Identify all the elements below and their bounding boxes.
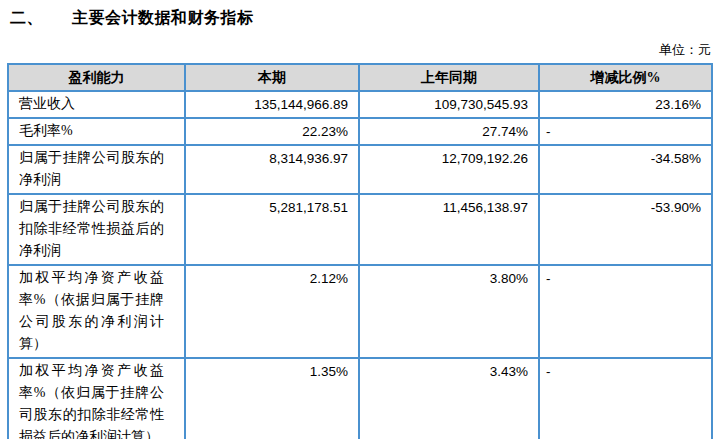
row-label: 加权平均净资产收益率%（依归属于挂牌公司股东的扣除非经常性损益后的净利润计算） <box>8 358 185 439</box>
table-row: 加权平均净资产收益率%（依归属于挂牌公司股东的扣除非经常性损益后的净利润计算） … <box>8 358 712 439</box>
change-cell: - <box>539 118 712 145</box>
table-body: 营业收入 135,144,966.89 109,730,545.93 23.16… <box>8 91 712 439</box>
current-period-cell: 2.12% <box>185 265 359 358</box>
unit-label: 单位：元 <box>0 42 711 58</box>
current-period-cell: 1.35% <box>185 358 359 439</box>
prior-period-cell: 11,456,138.97 <box>359 194 539 265</box>
current-period-cell: 8,314,936.97 <box>185 145 359 194</box>
change-cell: - <box>539 358 712 439</box>
change-cell: -53.90% <box>539 194 712 265</box>
row-label: 归属于挂牌公司股东的扣除非经常性损益后的净利润 <box>8 194 185 265</box>
table-row: 毛利率% 22.23% 27.74% - <box>8 118 712 145</box>
table-row: 归属于挂牌公司股东的净利润 8,314,936.97 12,709,192.26… <box>8 145 712 194</box>
change-cell: - <box>539 265 712 358</box>
current-period-cell: 135,144,966.89 <box>185 91 359 118</box>
table-row: 归属于挂牌公司股东的扣除非经常性损益后的净利润 5,281,178.51 11,… <box>8 194 712 265</box>
col-header-current-period: 本期 <box>185 64 359 91</box>
prior-period-cell: 12,709,192.26 <box>359 145 539 194</box>
table-row: 营业收入 135,144,966.89 109,730,545.93 23.16… <box>8 91 712 118</box>
section-heading: 二、主要会计数据和财务指标 <box>10 8 719 28</box>
prior-period-cell: 3.80% <box>359 265 539 358</box>
change-cell: 23.16% <box>539 91 712 118</box>
col-header-profitability: 盈利能力 <box>8 64 185 91</box>
current-period-cell: 22.23% <box>185 118 359 145</box>
col-header-prior-period: 上年同期 <box>359 64 539 91</box>
financial-indicators-table: 盈利能力 本期 上年同期 增减比例% 营业收入 135,144,966.89 1… <box>7 63 713 439</box>
prior-period-cell: 27.74% <box>359 118 539 145</box>
report-page: 二、主要会计数据和财务指标 单位：元 盈利能力 本期 上年同期 增减比例% 营业… <box>0 8 719 439</box>
prior-period-cell: 3.43% <box>359 358 539 439</box>
prior-period-cell: 109,730,545.93 <box>359 91 539 118</box>
row-label: 营业收入 <box>8 91 185 118</box>
table-header-row: 盈利能力 本期 上年同期 增减比例% <box>8 64 712 91</box>
section-number: 二、 <box>10 8 72 28</box>
row-label: 加权平均净资产收益率%（依据归属于挂牌公司股东的净利润计算） <box>8 265 185 358</box>
current-period-cell: 5,281,178.51 <box>185 194 359 265</box>
row-label: 毛利率% <box>8 118 185 145</box>
section-title: 主要会计数据和财务指标 <box>72 9 254 26</box>
table-row: 加权平均净资产收益率%（依据归属于挂牌公司股东的净利润计算） 2.12% 3.8… <box>8 265 712 358</box>
change-cell: -34.58% <box>539 145 712 194</box>
col-header-change-ratio: 增减比例% <box>539 64 712 91</box>
row-label: 归属于挂牌公司股东的净利润 <box>8 145 185 194</box>
